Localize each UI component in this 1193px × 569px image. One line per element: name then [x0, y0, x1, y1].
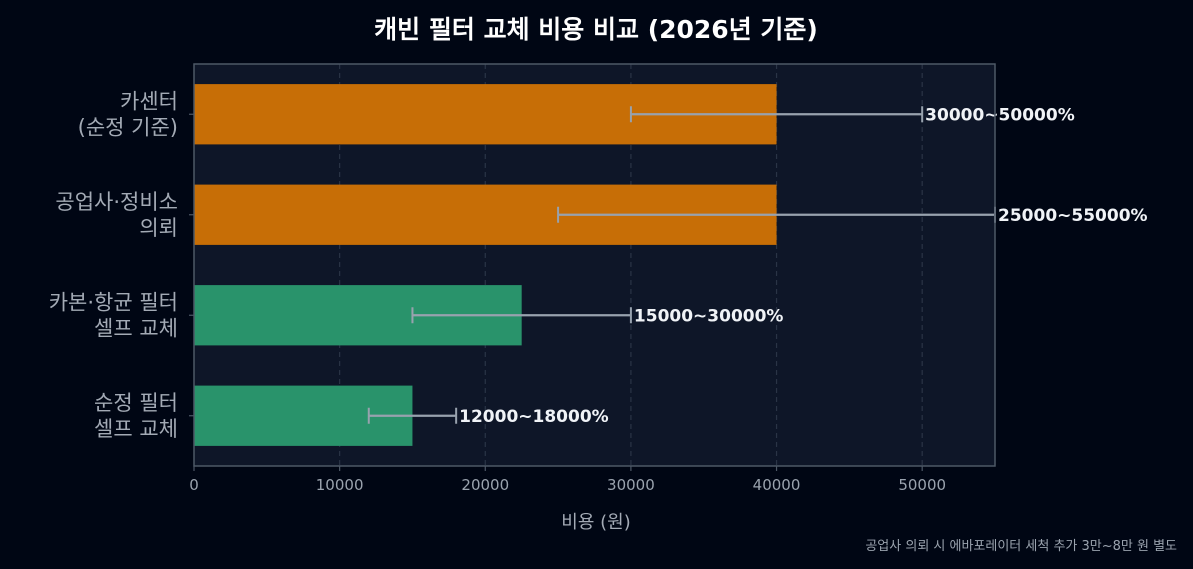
x-tick-label: 30000 — [607, 476, 655, 494]
chart-title: 캐빈 필터 교체 비용 비교 (2026년 기준) — [374, 15, 818, 44]
plot-frame — [193, 63, 996, 467]
data-label: 25000~55000% — [998, 206, 1148, 226]
x-tick-label: 20000 — [461, 476, 509, 494]
data-label: 15000~30000% — [634, 306, 784, 326]
y-tick-label: 공업사·정비소 — [55, 190, 178, 214]
y-tick-label: 셀프 교체 — [94, 417, 178, 441]
y-tick-label: 순정 필터 — [94, 391, 178, 415]
x-tick-label: 40000 — [753, 476, 801, 494]
x-tick-label: 0 — [189, 476, 199, 494]
x-axis-label: 비용 (원) — [561, 512, 630, 533]
y-tick-label: 카본·항균 필터 — [49, 290, 178, 314]
footnote: 공업사 의뢰 시 에바포레이터 세척 추가 3만~8만 원 별도 — [865, 539, 1177, 554]
x-tick-label: 10000 — [316, 476, 364, 494]
data-label: 30000~50000% — [925, 105, 1075, 125]
y-tick-label: 의뢰 — [139, 216, 178, 240]
error-bars — [367, 106, 996, 424]
x-axis: 0 10000 20000 30000 40000 50000 — [189, 466, 946, 494]
data-label: 12000~18000% — [459, 407, 609, 427]
y-tick-label: (순정 기준) — [78, 115, 178, 139]
x-tick-label: 50000 — [898, 476, 946, 494]
y-tick-label: 카센터 — [120, 89, 178, 113]
y-tick-label: 셀프 교체 — [94, 316, 178, 340]
data-labels: 30000~50000% 25000~55000% 15000~30000% 1200… — [459, 105, 1147, 427]
